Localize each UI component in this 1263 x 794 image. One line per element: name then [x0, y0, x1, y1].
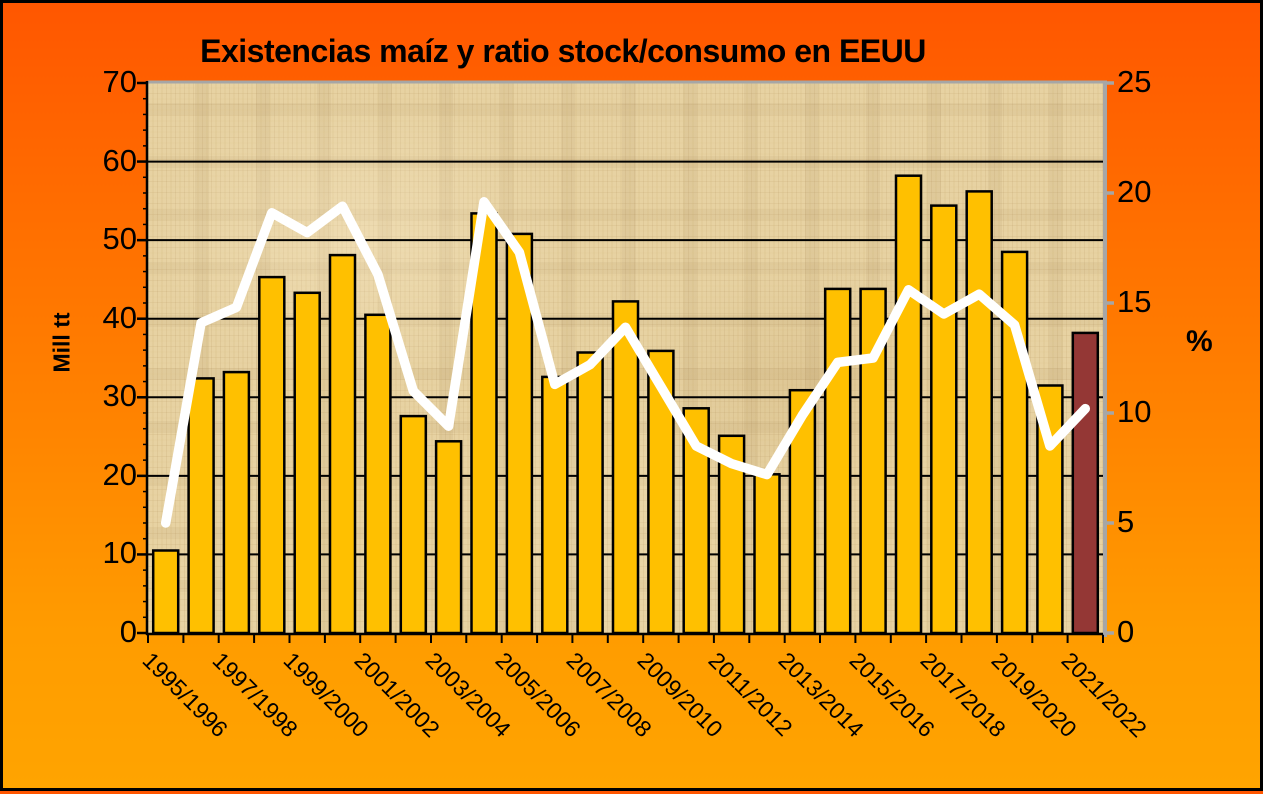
left-axis-tick-label-60: 60: [102, 142, 137, 178]
right-axis-tick-label-20: 20: [1117, 174, 1152, 209]
right-axis-title: %: [1186, 325, 1213, 358]
bar-1998-1999: [258, 275, 286, 635]
left-axis-tick-label-50: 50: [102, 221, 137, 257]
left-axis-tick-label-40: 40: [102, 299, 137, 335]
bar-2003-2004: [434, 440, 463, 635]
bar-1996-1997: [187, 377, 215, 635]
bar-2014-2015: [823, 287, 852, 635]
bar-2007-2008: [576, 351, 604, 635]
bar-2021-2022: [1071, 331, 1100, 635]
bar-1999-2000: [293, 291, 321, 635]
bar-1997-1998: [222, 370, 251, 635]
bar-2006-2007: [541, 375, 569, 635]
left-axis-tick-label-10: 10: [102, 535, 137, 571]
ratio-line: [160, 197, 1091, 528]
bar-2019-2020: [1000, 250, 1029, 635]
right-axis-tick-label-15: 15: [1117, 284, 1152, 319]
bar-2017-2018: [930, 204, 958, 635]
right-axis-tick-label-25: 25: [1117, 64, 1152, 99]
left-axis-tick-label-0: 0: [119, 614, 137, 649]
right-axis-tick-label-10: 10: [1117, 394, 1152, 429]
bar-2012-2013: [753, 473, 781, 635]
bar-2018-2019: [965, 190, 993, 635]
bar-1995-1996: [151, 549, 180, 635]
left-axis-tick-label-20: 20: [102, 456, 137, 492]
left-axis-tick-label-70: 70: [102, 64, 137, 99]
chart-title: Existencias maíz y ratio stock/consumo e…: [200, 33, 926, 69]
bar-2016-2017: [894, 174, 923, 635]
right-axis-tick-label-5: 5: [1117, 504, 1135, 539]
bar-2000-2001: [328, 253, 357, 635]
right-axis-tick-label-0: 0: [1117, 614, 1135, 649]
chart-canvas: [137, 80, 1114, 643]
bar-2002-2003: [399, 414, 428, 635]
bar-2008-2009: [611, 300, 640, 635]
left-axis-title: Mill tt: [48, 312, 75, 373]
left-axis-tick-label-30: 30: [102, 378, 137, 414]
bar-2001-2002: [364, 313, 392, 635]
